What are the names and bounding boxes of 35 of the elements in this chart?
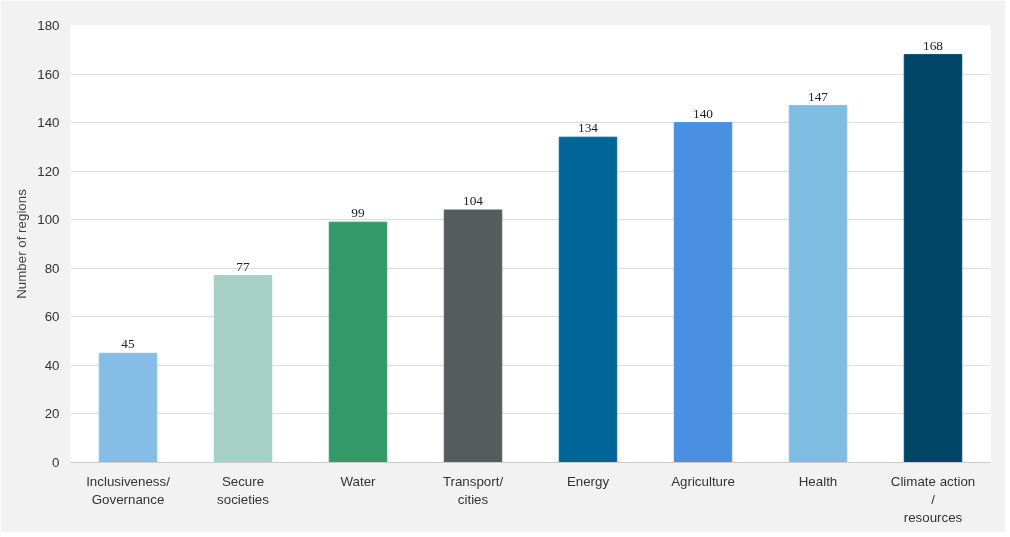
bar	[328, 221, 388, 463]
y-tick-label: 0	[52, 455, 60, 470]
data-label: 134	[578, 120, 599, 136]
y-tick-label: 60	[44, 309, 60, 325]
y-tick-label: 40	[44, 357, 60, 373]
x-tick-label: Climate action / resources	[890, 473, 976, 525]
data-label: 104	[463, 193, 484, 209]
y-tick-label: 100	[37, 212, 60, 228]
bar	[903, 54, 963, 463]
bar	[98, 352, 158, 463]
x-tick-label: Health	[798, 473, 838, 489]
y-tick-label: 120	[37, 163, 60, 179]
x-tick-label: Transport/ cities	[442, 473, 504, 507]
bar	[673, 122, 733, 463]
y-axis-title: Number of regions	[14, 188, 30, 299]
x-tick-label: Water	[340, 473, 377, 489]
x-tick-label: Inclusiveness/ Governance	[86, 473, 171, 507]
y-tick-label: 140	[37, 115, 60, 131]
data-label: 45	[121, 336, 135, 352]
y-tick-label: 80	[44, 260, 60, 276]
bar	[443, 209, 503, 463]
data-label: 140	[693, 105, 714, 121]
data-label: 147	[808, 88, 829, 104]
data-label: 99	[351, 205, 365, 221]
bar	[213, 275, 273, 463]
bar	[788, 105, 848, 463]
x-tick-label: Secure societies	[217, 473, 270, 507]
x-tick-label: Agriculture	[671, 473, 735, 489]
data-label: 168	[923, 37, 944, 53]
bar	[558, 136, 618, 463]
x-tick-label: Energy	[566, 473, 610, 489]
y-tick-label: 20	[44, 406, 60, 422]
y-tick-label: 180	[37, 18, 60, 33]
data-label: 77	[236, 258, 250, 274]
y-tick-label: 160	[37, 66, 60, 82]
